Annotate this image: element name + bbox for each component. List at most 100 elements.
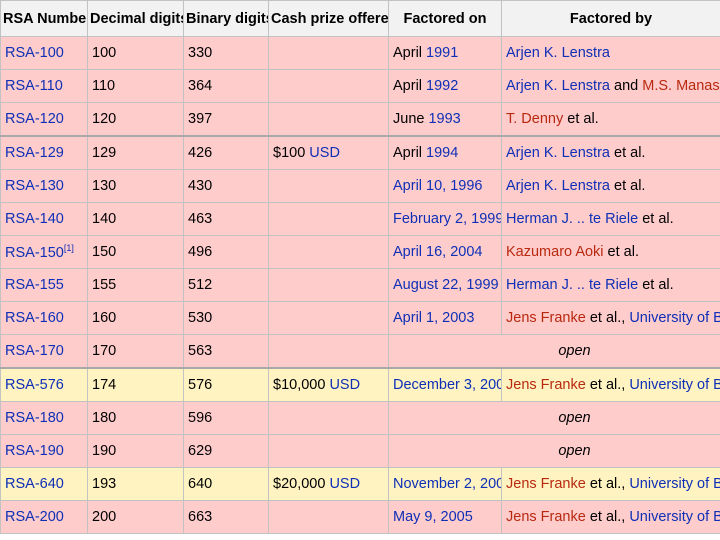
cell-rsa-number[interactable]: RSA-110	[0, 69, 88, 103]
rsa-number-link[interactable]: RSA-110	[5, 78, 63, 94]
cell-rsa-number[interactable]: RSA-200	[0, 500, 88, 534]
factorer-text: et al.,	[585, 310, 630, 326]
factorer-link[interactable]: Kazumaro Aoki	[506, 244, 604, 260]
factorer-link[interactable]: Herman J. .. te Riele	[506, 211, 639, 227]
usd-link[interactable]: USD	[329, 476, 361, 492]
rsa-number-link[interactable]: RSA-150	[5, 244, 64, 261]
date-link[interactable]: May 9, 2005	[393, 509, 473, 525]
cell-decimal-digits: 129	[87, 135, 184, 170]
table-row: RSA-129 129 426 $100 USD April 1994 Arjen K. …	[0, 135, 720, 170]
date-link[interactable]: April 1, 2003	[393, 310, 475, 326]
cell-decimal-digits: 190	[87, 434, 184, 468]
cell-rsa-number[interactable]: RSA-576	[0, 367, 88, 402]
date-link[interactable]: April 16, 2004	[393, 244, 483, 260]
date-link[interactable]: February 2, 1999	[393, 211, 502, 227]
date-link[interactable]: 1993	[428, 111, 461, 127]
cell-rsa-number[interactable]: RSA-100	[0, 36, 88, 70]
cell-binary-digits: 330	[183, 36, 269, 70]
cell-decimal-digits: 110	[87, 69, 184, 103]
factorer-link[interactable]: Arjen K. Lenstra	[506, 178, 610, 194]
date-link[interactable]: August 22, 1999	[393, 277, 499, 293]
prize-amount: $100	[273, 145, 310, 161]
factorer-link[interactable]: University of Bonn	[629, 509, 719, 525]
factorer-link[interactable]: University of Bonn	[629, 476, 719, 492]
cell-rsa-number[interactable]: RSA-140	[0, 202, 88, 236]
cell-rsa-number[interactable]: RSA-160	[0, 301, 88, 335]
cell-rsa-number[interactable]: RSA-640	[0, 467, 88, 501]
rsa-number-link[interactable]: RSA-140	[5, 211, 64, 227]
cell-rsa-number[interactable]: RSA-129	[0, 135, 88, 170]
cell-factored-on: April 1994	[388, 135, 502, 170]
table-row: RSA-576 174 576 $10,000 USD December 3, 2003…	[0, 367, 720, 402]
cell-rsa-number[interactable]: RSA-155	[0, 268, 88, 302]
date-link[interactable]: November 2, 2005	[393, 476, 502, 492]
footnote-link[interactable]: [1]	[63, 243, 74, 254]
rsa-number-link[interactable]: RSA-190	[5, 443, 64, 459]
date-link[interactable]: April 10, 1996	[393, 178, 483, 194]
cell-binary-digits: 364	[183, 69, 269, 103]
rsa-number-link[interactable]: RSA-160	[5, 310, 64, 326]
factorer-link[interactable]: Jens Franke	[506, 310, 586, 326]
cell-rsa-number[interactable]: RSA-170	[0, 334, 88, 369]
cell-cash-prize: $20,000 USD	[268, 467, 389, 501]
cell-rsa-number[interactable]: RSA-120	[0, 102, 88, 137]
cell-cash-prize	[268, 36, 389, 70]
rsa-number-link[interactable]: RSA-120	[5, 111, 64, 127]
cell-binary-digits: 397	[183, 102, 269, 137]
prize-amount: $20,000	[273, 476, 330, 492]
factorer-link[interactable]: Jens Franke	[506, 509, 586, 525]
cell-factored-by: Jens Franke et al., University of Bonn	[501, 500, 720, 534]
date-link[interactable]: 1991	[426, 45, 459, 61]
factorer-link[interactable]: M.S. Manasse	[642, 78, 720, 94]
cell-factored-on: April 1, 2003	[388, 301, 502, 335]
cell-decimal-digits: 140	[87, 202, 184, 236]
cell-factored-on: April 10, 1996	[388, 169, 502, 203]
cell-rsa-number[interactable]: RSA-130	[0, 169, 88, 203]
factorer-link[interactable]: University of Bonn	[629, 377, 719, 393]
factorer-text: et al.,	[585, 476, 630, 492]
cell-decimal-digits: 200	[87, 500, 184, 534]
cell-factored-by: T. Denny et al.	[501, 102, 720, 137]
usd-link[interactable]: USD	[309, 145, 340, 161]
cell-factored-on: April 16, 2004	[388, 235, 502, 269]
factorer-link[interactable]: Jens Franke	[506, 476, 586, 492]
header-cash-prize: Cash prize offered	[268, 0, 389, 37]
cell-rsa-number[interactable]: RSA-180	[0, 401, 88, 435]
cell-rsa-number[interactable]: RSA-150[1]	[0, 235, 88, 269]
rsa-number-link[interactable]: RSA-155	[5, 277, 64, 293]
factorer-link[interactable]: Jens Franke	[506, 377, 586, 393]
rsa-number-link[interactable]: RSA-130	[5, 178, 64, 194]
factorer-text: et al.	[563, 111, 599, 127]
rsa-number-link[interactable]: RSA-576	[5, 377, 64, 393]
rsa-number-link[interactable]: RSA-640	[5, 476, 64, 492]
rsa-number-link[interactable]: RSA-100	[5, 45, 64, 61]
factorer-link[interactable]: Arjen K. Lenstra	[506, 78, 610, 94]
factorer-link[interactable]: Arjen K. Lenstra	[506, 145, 610, 161]
cell-factored-by: Herman J. .. te Riele et al.	[501, 268, 720, 302]
rsa-number-link[interactable]: RSA-170	[5, 343, 64, 359]
cell-cash-prize	[268, 235, 389, 269]
table-row: RSA-180 180 596 open	[0, 401, 720, 435]
cell-factored-by: Arjen K. Lenstra et al.	[501, 169, 720, 203]
date-link[interactable]: December 3, 2003	[393, 377, 502, 393]
factorer-link[interactable]: T. Denny	[506, 111, 564, 127]
cell-factored-by: Jens Franke et al., University of Bonn	[501, 301, 720, 335]
table-row: RSA-190 190 629 open	[0, 434, 720, 468]
rsa-number-link[interactable]: RSA-180	[5, 410, 64, 426]
cell-rsa-number[interactable]: RSA-190	[0, 434, 88, 468]
rsa-number-link[interactable]: RSA-200	[5, 509, 64, 525]
factorer-link[interactable]: Arjen K. Lenstra	[506, 45, 610, 61]
cell-cash-prize	[268, 500, 389, 534]
cell-binary-digits: 576	[183, 367, 269, 402]
usd-link[interactable]: USD	[329, 377, 361, 393]
cell-decimal-digits: 130	[87, 169, 184, 203]
rsa-number-link[interactable]: RSA-129	[5, 145, 64, 161]
table-row: RSA-130 130 430 April 10, 1996 Arjen K. Lens…	[0, 169, 720, 203]
date-link[interactable]: 1992	[426, 78, 459, 94]
date-link[interactable]: 1994	[426, 145, 459, 161]
factorer-text: and	[609, 78, 643, 94]
factorer-link[interactable]: University of Bonn	[629, 310, 719, 326]
factorer-link[interactable]: Herman J. .. te Riele	[506, 277, 639, 293]
cell-factored-by: Kazumaro Aoki et al.	[501, 235, 720, 269]
table-row: RSA-170 170 563 open	[0, 334, 720, 369]
